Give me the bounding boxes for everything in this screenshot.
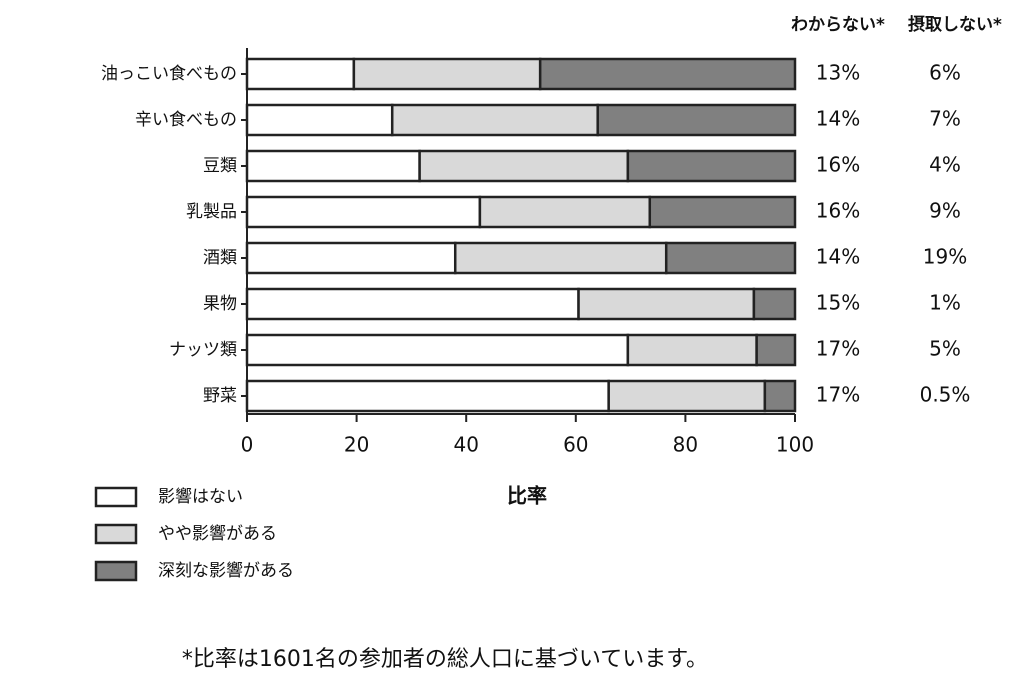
- footnote: *比率は1601名の参加者の総人口に基づいています。: [182, 647, 708, 672]
- bar-segment: [245, 149, 421, 183]
- x-tick-label: 40: [453, 433, 478, 457]
- bar-segment: [664, 241, 797, 275]
- bar-segment: [245, 287, 580, 321]
- y-tick-label: 酒類: [203, 248, 237, 268]
- x-tick-label: 0: [241, 433, 254, 457]
- bar-segment: [245, 57, 356, 91]
- y-tick-label: 油っこい食べもの: [101, 64, 237, 84]
- legend-swatch: [94, 523, 138, 545]
- y-tick-label: 野菜: [203, 386, 237, 406]
- column-value: 9%: [929, 199, 961, 223]
- column-value: 16%: [816, 153, 860, 177]
- bar-segment: [626, 149, 797, 183]
- x-tick-label: 60: [563, 433, 588, 457]
- column-value: 4%: [929, 153, 961, 177]
- bar-segment: [390, 103, 599, 137]
- column-header: わからない*: [791, 15, 885, 35]
- legend-swatch: [94, 486, 138, 508]
- column-value: 13%: [816, 61, 860, 85]
- column-value: 7%: [929, 107, 961, 131]
- column-header: 摂取しない*: [908, 14, 1002, 35]
- column-value: 6%: [929, 61, 961, 85]
- legend-label: 影響はない: [158, 487, 243, 507]
- column-value: 5%: [929, 337, 961, 361]
- bar-segment: [453, 241, 668, 275]
- legend-label: やや影響がある: [158, 524, 277, 544]
- bar-segment: [626, 333, 758, 367]
- bar-segment: [245, 241, 457, 275]
- legend-swatch: [94, 560, 138, 582]
- x-tick-label: 100: [776, 433, 814, 457]
- column-value: 0.5%: [920, 383, 971, 407]
- bar-segment: [607, 379, 767, 413]
- column-value: 17%: [816, 337, 860, 361]
- bar-segment: [648, 195, 797, 229]
- column-value: 14%: [816, 245, 860, 269]
- bar-segment: [763, 379, 797, 413]
- y-tick-label: 乳製品: [186, 202, 237, 222]
- bar-segment: [538, 57, 797, 91]
- bar-segment: [245, 195, 482, 229]
- bar-segment: [752, 287, 797, 321]
- y-tick-label: 辛い食べもの: [135, 110, 237, 130]
- bar-segment: [577, 287, 756, 321]
- bar-segment: [245, 103, 394, 137]
- x-axis-label: 比率: [507, 484, 547, 508]
- y-tick-label: 豆類: [203, 156, 237, 176]
- y-tick-label: 果物: [203, 294, 237, 314]
- bar-segment: [352, 57, 542, 91]
- bar-segment: [596, 103, 797, 137]
- x-tick-label: 80: [673, 433, 698, 457]
- y-tick-label: ナッツ類: [169, 340, 237, 360]
- bar-segment: [245, 379, 610, 413]
- column-value: 14%: [816, 107, 860, 131]
- bar-segment: [478, 195, 652, 229]
- bar-segment: [418, 149, 630, 183]
- column-value: 17%: [816, 383, 860, 407]
- x-tick-label: 20: [344, 433, 369, 457]
- column-value: 15%: [816, 291, 860, 315]
- column-value: 16%: [816, 199, 860, 223]
- column-value: 1%: [929, 291, 961, 315]
- bar-segment: [755, 333, 797, 367]
- column-value: 19%: [923, 245, 967, 269]
- legend-label: 深刻な影響がある: [158, 561, 294, 581]
- bar-segment: [245, 333, 630, 367]
